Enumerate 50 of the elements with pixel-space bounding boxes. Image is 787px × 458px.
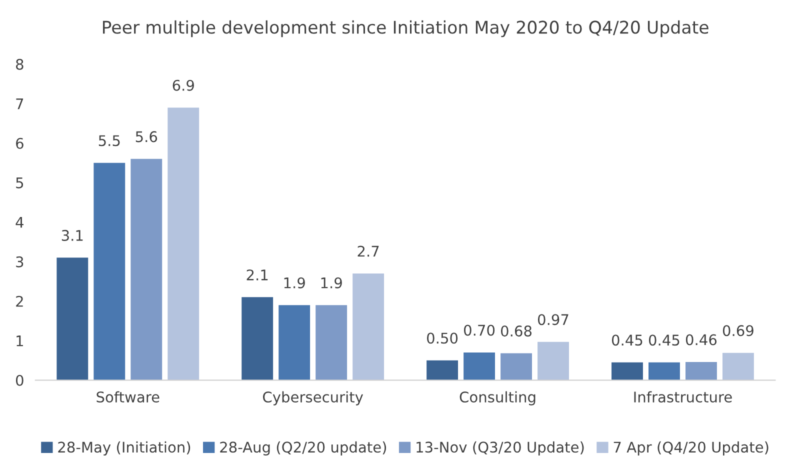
y-tick-label: 2	[16, 296, 23, 307]
data-label: 0.50	[427, 332, 458, 344]
data-label: 0.70	[464, 324, 495, 336]
data-label: 5.5	[98, 135, 120, 146]
data-label: 1.9	[284, 277, 305, 288]
x-tick-label: Infrastructure	[634, 391, 732, 403]
bar	[612, 362, 643, 380]
bar	[316, 305, 348, 380]
y-tick-label: 6	[16, 138, 24, 149]
x-tick-label: Cybersecurity	[263, 391, 364, 406]
bar	[538, 342, 569, 380]
data-label: 0.46	[686, 334, 717, 346]
data-label: 2.7	[358, 246, 379, 257]
y-tick-label: 0	[16, 374, 24, 386]
x-tick-label: Consulting	[460, 391, 536, 406]
y-tick-label: 4	[16, 217, 24, 228]
y-tick-label: 5	[16, 178, 24, 188]
y-tick-label: 7	[16, 98, 24, 110]
bar	[648, 362, 680, 380]
bar	[168, 108, 200, 380]
data-label: 0.68	[501, 326, 532, 337]
bar	[130, 158, 162, 380]
data-label: 3.1	[62, 230, 83, 241]
bar	[352, 273, 384, 380]
chart-title: Peer multiple development since Initiation May 2020 to Q4/20 Update	[102, 20, 708, 38]
data-label: 5.6	[136, 131, 158, 142]
bar	[685, 362, 717, 380]
data-label: 6.9	[172, 80, 194, 91]
y-tick-label: 1	[16, 336, 23, 346]
bar	[242, 297, 274, 380]
legend-label: 7 Apr (Q4/20 Update)	[614, 441, 768, 456]
data-label: 0.45	[648, 334, 680, 346]
bar	[278, 305, 310, 380]
bar	[94, 162, 126, 380]
bar	[56, 258, 88, 380]
legend-label: 28-May (Initiation)	[58, 441, 190, 456]
y-tick-label: 3	[16, 256, 24, 268]
legend-label: 28-Aug (Q2/20 update)	[220, 441, 386, 456]
data-label: 0.69	[722, 325, 754, 336]
data-label: 2.1	[246, 269, 268, 280]
legend-label: 13-Nov (Q3/20 Update)	[416, 441, 584, 456]
x-tick-label: Software	[96, 391, 160, 403]
data-label: 0.45	[612, 334, 642, 346]
bar	[426, 360, 458, 380]
data-label: 1.9	[321, 277, 342, 288]
y-tick-label: 8	[16, 58, 24, 70]
bar	[464, 352, 496, 380]
bar	[500, 353, 532, 380]
bar	[722, 352, 754, 380]
data-label: 0.97	[538, 314, 568, 326]
